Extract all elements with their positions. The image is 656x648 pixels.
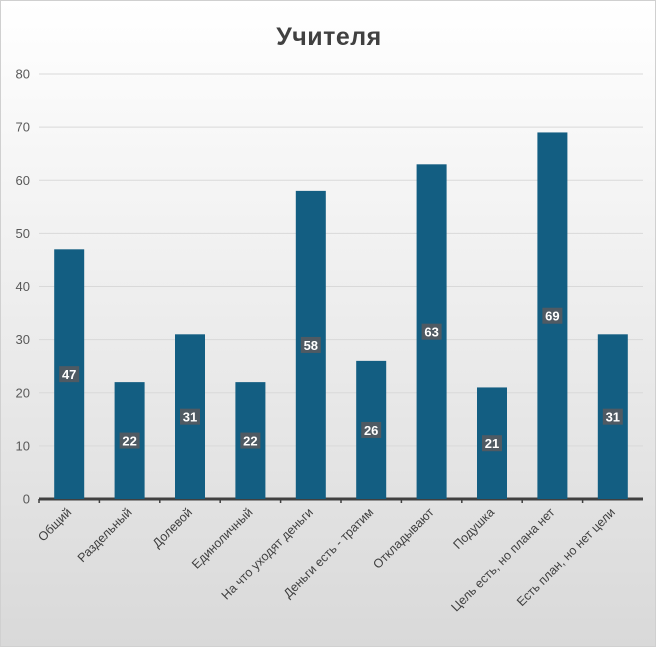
y-tick-label: 30 [16, 332, 30, 347]
data-label: 63 [424, 325, 438, 340]
x-category-label: Есть план, но нет цели [514, 505, 618, 609]
y-tick-label: 50 [16, 226, 30, 241]
data-label-bg [482, 435, 502, 452]
data-label: 58 [304, 338, 318, 353]
y-tick-label: 60 [16, 173, 30, 188]
y-tick-label: 70 [16, 120, 30, 135]
data-label: 21 [485, 436, 499, 451]
y-tick-label: 20 [16, 385, 30, 400]
x-category-label: Подушка [450, 505, 497, 552]
data-label-bg [119, 432, 140, 449]
y-tick-label: 0 [23, 492, 30, 507]
data-label-bg [421, 323, 442, 340]
data-label: 26 [364, 423, 378, 438]
data-label-bg [361, 421, 382, 438]
data-label-bg [59, 366, 80, 383]
data-label: 31 [183, 410, 197, 425]
y-tick-label: 10 [16, 438, 30, 453]
x-category-label: Долевой [150, 505, 195, 550]
bars [54, 132, 628, 499]
y-tick-label: 80 [16, 67, 30, 82]
data-label-bg [602, 408, 623, 425]
data-label: 22 [243, 434, 257, 449]
chart-title: Учителя [276, 23, 382, 51]
data-label: 47 [62, 367, 76, 382]
data-label-bg [300, 336, 321, 353]
data-label: 69 [545, 309, 559, 324]
data-labels: 47 22 31 22 58 26 63 21 69 31 [59, 307, 623, 452]
data-label: 22 [122, 434, 136, 449]
data-label-bg [240, 432, 261, 449]
y-tick-label: 40 [16, 279, 30, 294]
x-category-label: Раздельный [75, 505, 135, 565]
x-category-label: Цель есть, но плана нет [448, 505, 557, 614]
data-label-bg [180, 408, 200, 425]
data-label-bg [542, 307, 563, 324]
x-category-label: Общий [35, 505, 74, 544]
data-label: 31 [606, 410, 620, 425]
x-category-label: Откладывают [370, 505, 437, 572]
x-category-label: Единоличный [189, 505, 255, 571]
